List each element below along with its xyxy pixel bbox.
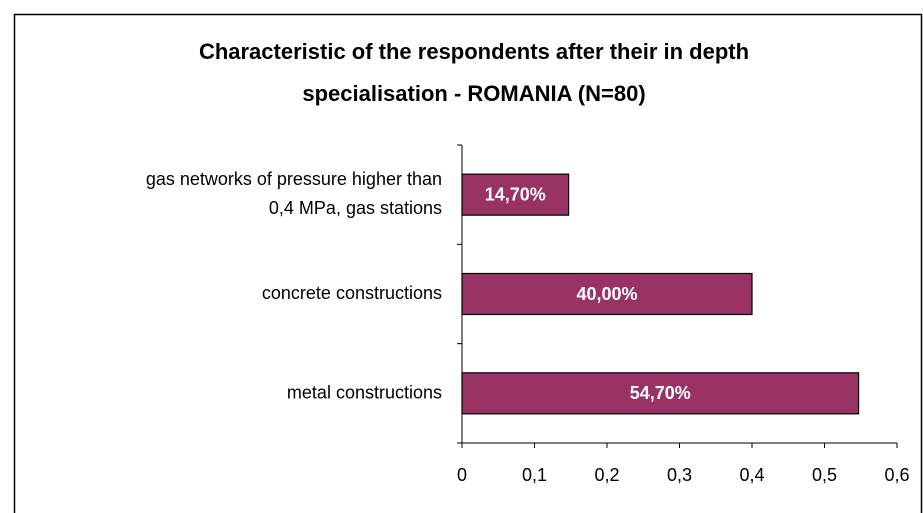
category-line: gas networks of pressure higher than: [146, 169, 442, 189]
chart-title: Characteristic of the respondents after …: [199, 39, 749, 106]
category-line: concrete constructions: [262, 283, 442, 303]
x-tick-label: 0,6: [884, 465, 909, 485]
chart-frame: [13, 13, 923, 513]
category-label: metal constructions: [287, 382, 442, 402]
value-label: 14,70%: [485, 184, 546, 204]
category-label: gas networks of pressure higher than 0,4 …: [146, 169, 442, 218]
x-tick-label: 0,5: [812, 465, 837, 485]
x-tick-label: 0: [457, 465, 467, 485]
value-label: 54,70%: [630, 383, 691, 403]
bar: [461, 372, 860, 415]
x-tick-label: 0,2: [594, 465, 619, 485]
bar: [461, 272, 753, 316]
bar: [461, 173, 570, 216]
title-line: specialisation - ROMANIA (N=80): [302, 81, 645, 106]
title-line: Characteristic of the respondents after …: [199, 39, 749, 64]
category-label: concrete constructions: [262, 283, 442, 303]
x-tick-label: 0,3: [667, 465, 692, 485]
category-line: 0,4 MPa, gas stations: [269, 198, 442, 218]
x-tick-label: 0,1: [522, 465, 547, 485]
value-label: 40,00%: [576, 284, 637, 304]
x-tick-label: 0,4: [739, 465, 764, 485]
category-line: metal constructions: [287, 382, 442, 402]
